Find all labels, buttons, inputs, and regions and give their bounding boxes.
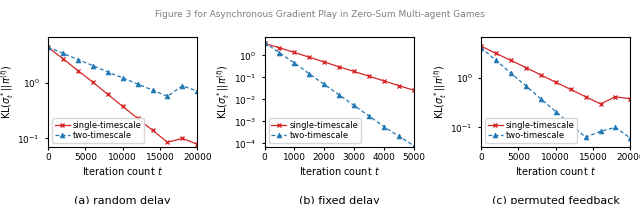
Y-axis label: KL$(\sigma_t^*||\pi^{(t)})$: KL$(\sigma_t^*||\pi^{(t)})$: [216, 64, 232, 119]
single-timescale: [291, 51, 298, 54]
two-timescale: [395, 135, 403, 137]
Line: two-timescale: two-timescale: [45, 45, 200, 99]
single-timescale: [305, 56, 313, 59]
single-timescale: [276, 47, 284, 49]
Title: (c) permuted feedback: (c) permuted feedback: [492, 196, 620, 204]
single-timescale: [582, 95, 589, 98]
two-timescale: [596, 130, 604, 133]
two-timescale: [193, 90, 201, 92]
Y-axis label: KL$(\sigma_t^*||\pi^{(t)})$: KL$(\sigma_t^*||\pi^{(t)})$: [0, 64, 16, 119]
two-timescale: [492, 59, 500, 62]
two-timescale: [567, 123, 575, 126]
single-timescale: [350, 70, 358, 73]
Line: single-timescale: single-timescale: [479, 44, 633, 106]
single-timescale: [335, 66, 343, 68]
two-timescale: [74, 58, 82, 61]
Line: two-timescale: two-timescale: [479, 45, 633, 141]
single-timescale: [477, 45, 485, 47]
Title: (b) fixed delay: (b) fixed delay: [299, 196, 380, 204]
single-timescale: [492, 52, 500, 55]
single-timescale: [537, 74, 545, 76]
single-timescale: [89, 81, 97, 83]
two-timescale: [350, 104, 358, 107]
two-timescale: [89, 64, 97, 67]
two-timescale: [291, 62, 298, 64]
two-timescale: [164, 95, 172, 98]
single-timescale: [395, 84, 403, 87]
single-timescale: [164, 141, 172, 143]
single-timescale: [59, 57, 67, 60]
two-timescale: [104, 71, 111, 73]
Text: Figure 3 for Asynchronous Gradient Play in Zero-Sum Multi-agent Games: Figure 3 for Asynchronous Gradient Play …: [155, 10, 485, 19]
single-timescale: [612, 95, 620, 98]
two-timescale: [59, 52, 67, 54]
single-timescale: [627, 98, 634, 100]
two-timescale: [276, 52, 284, 54]
single-timescale: [44, 46, 52, 49]
two-timescale: [380, 125, 388, 128]
Y-axis label: KL$(\sigma_t^*||\pi^{(t)})$: KL$(\sigma_t^*||\pi^{(t)})$: [432, 64, 449, 119]
two-timescale: [552, 110, 559, 113]
Line: single-timescale: single-timescale: [45, 45, 200, 147]
two-timescale: [627, 137, 634, 140]
Title: (a) random delay: (a) random delay: [74, 196, 171, 204]
Line: two-timescale: two-timescale: [262, 40, 416, 148]
two-timescale: [477, 46, 485, 49]
two-timescale: [134, 83, 141, 85]
single-timescale: [507, 59, 515, 62]
Legend: single-timescale, two-timescale: single-timescale, two-timescale: [485, 118, 577, 143]
single-timescale: [260, 42, 268, 45]
single-timescale: [552, 81, 559, 83]
two-timescale: [305, 73, 313, 75]
X-axis label: Iteration count $t$: Iteration count $t$: [299, 165, 380, 177]
two-timescale: [522, 85, 530, 87]
Line: single-timescale: single-timescale: [262, 41, 416, 93]
single-timescale: [522, 66, 530, 69]
single-timescale: [193, 143, 201, 145]
two-timescale: [260, 41, 268, 44]
single-timescale: [567, 88, 575, 91]
two-timescale: [582, 136, 589, 139]
single-timescale: [365, 75, 373, 78]
Legend: single-timescale, two-timescale: single-timescale, two-timescale: [52, 118, 145, 143]
two-timescale: [410, 144, 418, 147]
single-timescale: [179, 137, 186, 140]
single-timescale: [119, 105, 127, 108]
two-timescale: [507, 72, 515, 74]
single-timescale: [134, 117, 141, 120]
two-timescale: [321, 83, 328, 86]
single-timescale: [148, 129, 156, 132]
single-timescale: [596, 103, 604, 105]
two-timescale: [44, 46, 52, 49]
two-timescale: [179, 85, 186, 87]
two-timescale: [612, 126, 620, 129]
single-timescale: [321, 61, 328, 63]
single-timescale: [380, 80, 388, 82]
X-axis label: Iteration count $t$: Iteration count $t$: [82, 165, 163, 177]
two-timescale: [335, 94, 343, 96]
two-timescale: [537, 98, 545, 100]
two-timescale: [119, 77, 127, 79]
single-timescale: [74, 69, 82, 72]
two-timescale: [148, 89, 156, 91]
single-timescale: [104, 93, 111, 95]
Legend: single-timescale, two-timescale: single-timescale, two-timescale: [269, 118, 361, 143]
two-timescale: [365, 115, 373, 117]
single-timescale: [410, 89, 418, 91]
X-axis label: Iteration count $t$: Iteration count $t$: [515, 165, 596, 177]
